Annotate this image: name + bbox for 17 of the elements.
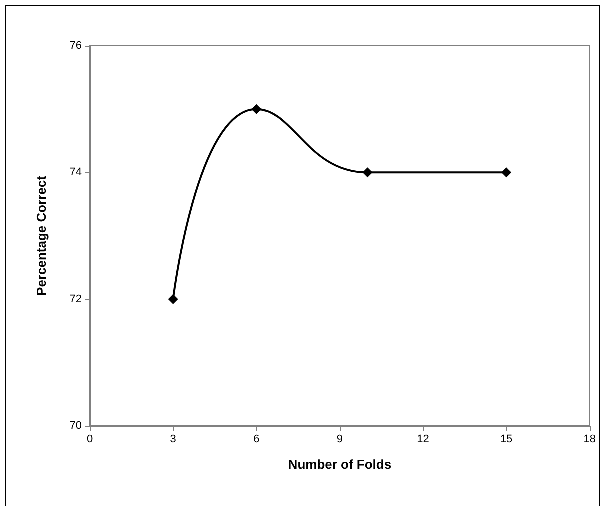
point [252,104,262,114]
x-tick-label: 9 [336,434,344,446]
y-tick-label: 74 [70,166,82,179]
y-tick-label: 70 [70,420,82,432]
point [168,294,178,304]
x-tick-label: 18 [584,434,596,446]
x-tick-label: 3 [170,434,176,446]
x-tick-label: 0 [86,434,94,446]
y-tick-label: 72 [70,293,82,306]
point [362,168,373,178]
point [502,168,512,178]
x-tick-label: 15 [500,434,513,446]
x-axis-title: Number of Folds [288,457,392,472]
x-tick-label: 6 [254,434,260,446]
y-tick-label: 76 [70,40,82,52]
y-axis-title: Percentage Correct [34,175,49,296]
x-tick-label: 12 [417,434,430,446]
